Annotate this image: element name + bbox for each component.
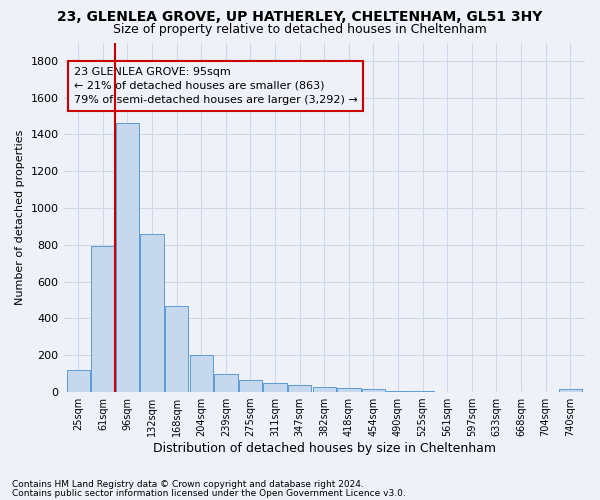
Bar bbox=[411, 391, 434, 392]
Text: 23, GLENLEA GROVE, UP HATHERLEY, CHELTENHAM, GL51 3HY: 23, GLENLEA GROVE, UP HATHERLEY, CHELTEN… bbox=[58, 10, 542, 24]
Text: 23 GLENLEA GROVE: 95sqm
← 21% of detached houses are smaller (863)
79% of semi-d: 23 GLENLEA GROVE: 95sqm ← 21% of detache… bbox=[74, 67, 358, 105]
Y-axis label: Number of detached properties: Number of detached properties bbox=[15, 130, 25, 305]
Bar bbox=[559, 390, 582, 392]
Bar bbox=[288, 384, 311, 392]
Text: Contains HM Land Registry data © Crown copyright and database right 2024.: Contains HM Land Registry data © Crown c… bbox=[12, 480, 364, 489]
Bar bbox=[91, 246, 115, 392]
X-axis label: Distribution of detached houses by size in Cheltenham: Distribution of detached houses by size … bbox=[153, 442, 496, 455]
Text: Contains public sector information licensed under the Open Government Licence v3: Contains public sector information licen… bbox=[12, 488, 406, 498]
Bar bbox=[337, 388, 361, 392]
Bar bbox=[362, 389, 385, 392]
Bar bbox=[116, 124, 139, 392]
Bar bbox=[140, 234, 164, 392]
Bar bbox=[386, 391, 410, 392]
Bar bbox=[214, 374, 238, 392]
Text: Size of property relative to detached houses in Cheltenham: Size of property relative to detached ho… bbox=[113, 22, 487, 36]
Bar bbox=[165, 306, 188, 392]
Bar bbox=[263, 383, 287, 392]
Bar bbox=[190, 356, 213, 392]
Bar bbox=[67, 370, 90, 392]
Bar bbox=[239, 380, 262, 392]
Bar bbox=[313, 386, 336, 392]
